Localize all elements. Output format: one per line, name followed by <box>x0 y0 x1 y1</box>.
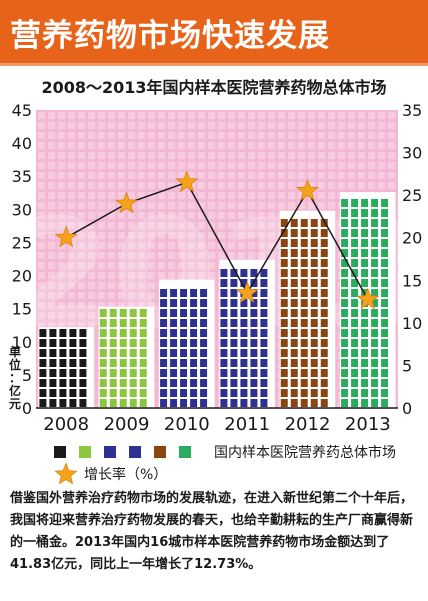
y-axis-label: 单位：亿元 <box>9 344 21 411</box>
bar-2010 <box>159 279 215 408</box>
legend-swatch <box>129 446 141 458</box>
growth-line <box>65 181 369 300</box>
title-banner: 营养药物市场快速发展 <box>0 0 428 66</box>
bar-2008 <box>38 327 94 408</box>
x-tick-label: 2009 <box>104 414 150 435</box>
market-chart: 2013 0 5 10 15 20 25 30 35 40 45 0 5 10 15 20 25 30 35 单位：亿… <box>8 101 425 435</box>
page-title: 营养药物市场快速发展 <box>10 18 330 54</box>
legend-swatch <box>104 446 116 458</box>
y-tick-right: 25 <box>402 186 422 205</box>
y-tick-left: 30 <box>12 200 32 219</box>
x-tick-label: 2011 <box>224 414 270 435</box>
legend-swatch <box>79 446 91 458</box>
x-tick-label: 2008 <box>43 414 89 435</box>
plot-background <box>36 110 398 408</box>
y-tick-right: 30 <box>402 144 422 163</box>
y-tick-left: 45 <box>12 101 32 120</box>
growth-point-2010 <box>175 170 199 193</box>
chart-legend: 国内样本医院营养药总体市场 增长率（%） <box>52 440 422 486</box>
legend-growth-label: 增长率（%） <box>84 467 168 483</box>
description-paragraph: 借鉴国外营养治疗药物市场的发展轨迹，在进入新世纪第二个十年后，我国将迎来营养治疗… <box>10 491 414 572</box>
y-tick-right: 35 <box>402 101 422 120</box>
y-tick-left: 40 <box>12 134 32 153</box>
star-icon <box>54 462 78 485</box>
y-tick-left: 10 <box>12 333 32 352</box>
legend-market-label: 国内样本医院营养药总体市场 <box>214 445 396 461</box>
y-tick-right: 5 <box>402 356 412 375</box>
y-tick-left: 35 <box>12 167 32 186</box>
y-tick-left: 15 <box>12 300 32 319</box>
y-tick-right: 15 <box>402 271 422 290</box>
y-tick-left: 0 <box>22 399 32 418</box>
y-tick-left: 5 <box>22 366 32 385</box>
growth-point-2013 <box>356 287 380 310</box>
x-tick-label: 2012 <box>285 414 331 435</box>
y-tick-left: 25 <box>12 233 32 252</box>
legend-swatch <box>154 446 166 458</box>
y-tick-left: 20 <box>12 267 32 286</box>
bar-2009 <box>98 306 155 408</box>
y-tick-right: 20 <box>402 229 422 248</box>
x-tick-label: 2010 <box>164 414 210 435</box>
y-tick-right: 0 <box>402 399 412 418</box>
growth-point-2012 <box>295 178 320 201</box>
legend-swatch <box>179 446 191 458</box>
growth-point-2008 <box>54 225 78 248</box>
bar-2012 <box>279 210 336 408</box>
growth-point-2009 <box>114 191 139 214</box>
banner-divider <box>0 63 428 66</box>
legend-swatch <box>54 446 66 458</box>
y-tick-right: 10 <box>402 314 422 333</box>
growth-point-2011 <box>235 280 259 303</box>
chart-title: 2008～2013年国内样本医院营养药物总体市场 <box>41 78 387 97</box>
x-tick-label: 2013 <box>345 414 391 435</box>
